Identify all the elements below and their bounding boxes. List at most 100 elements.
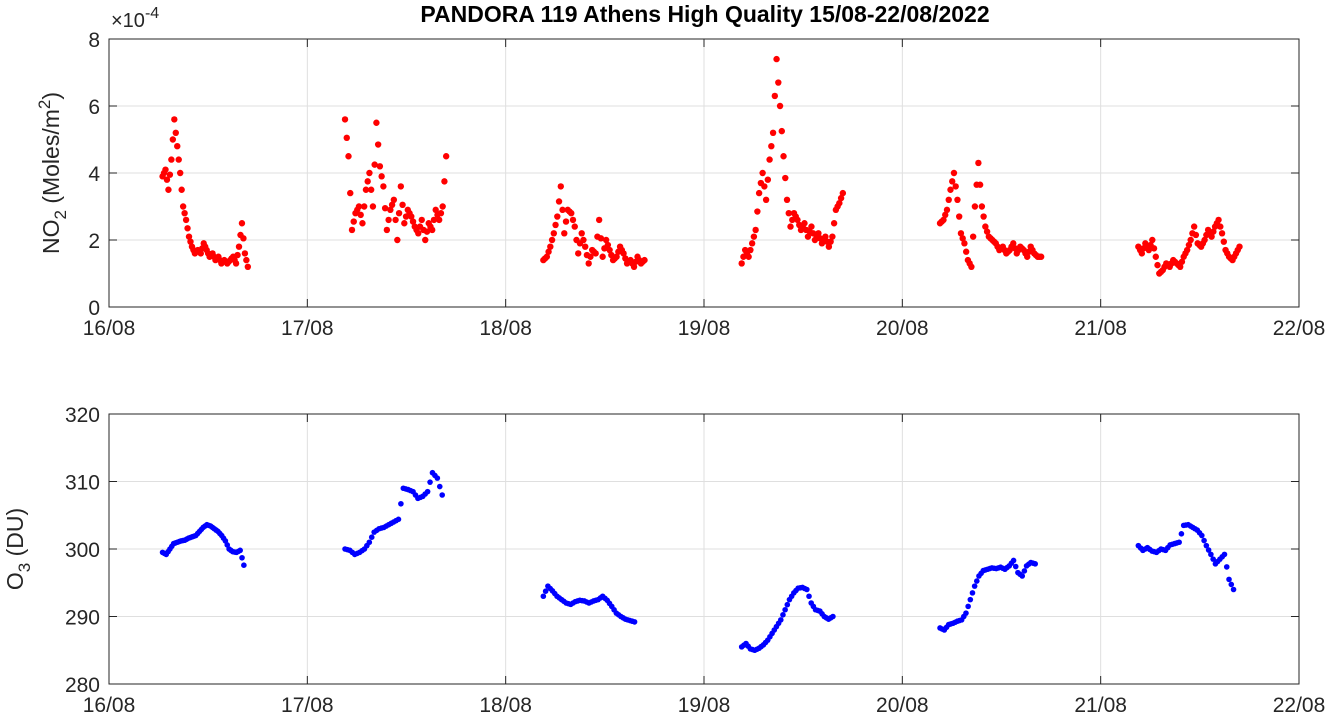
o3-data-point (239, 554, 245, 561)
no2-data-point (562, 218, 570, 225)
no2-data-point (783, 196, 791, 203)
o3-data-point (1201, 537, 1207, 544)
no2-data-point (1187, 236, 1194, 244)
o3-data-point (427, 479, 433, 485)
no2-data-point (585, 260, 592, 267)
no2-data-point (1183, 246, 1191, 254)
no2-data-point (971, 203, 979, 210)
no2-data-point (409, 218, 417, 225)
o3-data-point (784, 601, 791, 608)
no2-data-point (430, 216, 438, 224)
no2-data-point (602, 236, 610, 244)
no2-data-point (1024, 253, 1031, 260)
no2-data-point (561, 230, 568, 237)
no2-data-point (952, 183, 959, 190)
no2-data-point (408, 213, 415, 220)
no2-data-point (778, 127, 785, 135)
no2-data-point (176, 169, 184, 177)
no2-data-point (942, 211, 949, 219)
no2-data-point (599, 253, 606, 260)
o3-data-point (237, 547, 243, 554)
no2-data-point (1149, 236, 1156, 244)
no2-data-point (367, 186, 375, 193)
no2-data-point (181, 210, 188, 217)
o3-data-point (1210, 556, 1216, 562)
no2-ticks: 16/08 17/08 18/08 19/08 20/08 21/08 22/08 0 2 4 6 8 (83, 29, 1326, 340)
no2-data-point (738, 260, 745, 267)
no2-data-point (568, 210, 575, 217)
no2-data-point (969, 233, 977, 240)
no2-data-point (837, 194, 845, 202)
no2-data-point (234, 251, 241, 259)
no2-data-point (808, 223, 815, 230)
o3-xtick-label: 22/08 (1273, 694, 1326, 717)
no2-data-point (1185, 241, 1193, 249)
no2-data-point (441, 178, 448, 185)
no2-data-point (435, 216, 443, 224)
no2-data-point (437, 210, 445, 217)
no2-data-point (801, 220, 808, 227)
o3-data-point (804, 586, 810, 593)
no2-data-point (595, 216, 603, 224)
no2-data-point (580, 236, 587, 244)
no2-data-point (554, 213, 561, 220)
no2-data-point (1145, 246, 1153, 254)
o3-data-point (1021, 568, 1028, 574)
no2-data-point (243, 256, 250, 264)
no2-data-point (943, 206, 951, 214)
no2-data-point (357, 211, 364, 219)
no2-data-point (394, 236, 401, 244)
no2-data-point (555, 198, 563, 205)
no2-data-point (341, 116, 349, 123)
no2-data-point (548, 236, 556, 244)
o3-points (159, 469, 1237, 654)
o3-data-point (969, 590, 976, 596)
no2-data-point (1217, 223, 1224, 230)
no2-data-point (980, 213, 987, 220)
no2-xtick-label: 19/08 (678, 317, 731, 340)
o3-xtick-label: 16/08 (83, 694, 136, 717)
o3-data-point (1226, 576, 1232, 583)
no2-xtick-label: 18/08 (479, 317, 532, 340)
o3-data-point (1010, 557, 1017, 564)
no2-data-point (578, 230, 585, 237)
no2-data-point (766, 156, 773, 163)
no2-data-point (804, 233, 812, 240)
no2-ylabel-end: ) (38, 92, 64, 100)
no2-data-point (569, 216, 577, 224)
no2-data-point (429, 226, 436, 234)
no2-data-point (401, 220, 408, 227)
no2-data-point (752, 226, 759, 234)
no2-data-point (197, 250, 204, 257)
no2-data-point (418, 216, 425, 224)
no2-data-point (613, 253, 620, 260)
no2-data-point (782, 174, 789, 182)
no2-data-point (432, 206, 439, 214)
no2-data-point (364, 178, 371, 185)
no2-data-point (552, 221, 559, 229)
o3-xtick-label: 18/08 (479, 694, 532, 717)
no2-ylabel-base: NO (38, 220, 64, 255)
o3-ytick-label: 280 (65, 674, 100, 697)
o3-data-point (542, 588, 549, 594)
o3-data-point (1203, 542, 1210, 549)
no2-data-point (641, 256, 648, 264)
o3-ylabel-sub: 3 (15, 563, 34, 572)
no2-data-point (956, 213, 963, 220)
no2-data-point (836, 199, 843, 207)
no2-data-point (762, 196, 770, 203)
no2-data-point (169, 136, 177, 143)
o3-ylabel: O3 (DU) (2, 508, 34, 590)
no2-data-point (240, 235, 247, 242)
no2-data-point (769, 129, 777, 136)
no2-data-point (376, 163, 384, 170)
no2-data-point (1150, 245, 1158, 252)
o3-data-point (965, 603, 971, 610)
no2-data-point (947, 186, 954, 193)
no2-ytick-label: 8 (88, 29, 100, 52)
no2-ytick-label: 2 (88, 230, 100, 253)
no2-xtick-label: 21/08 (1074, 317, 1127, 340)
no2-data-point (392, 216, 399, 224)
no2-data-point (388, 201, 396, 209)
no2-data-point (829, 233, 836, 240)
